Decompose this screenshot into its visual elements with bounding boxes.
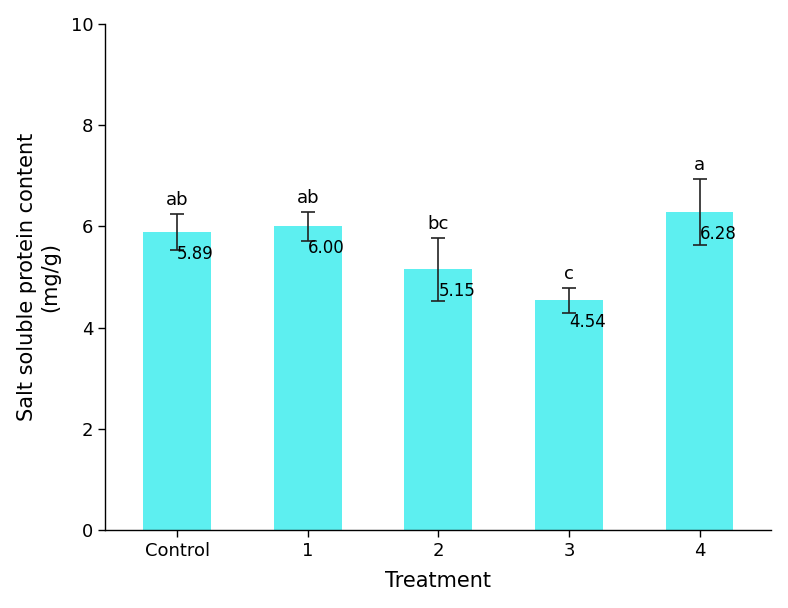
Text: bc: bc xyxy=(428,215,449,233)
Bar xyxy=(143,232,211,530)
Y-axis label: Salt soluble protein content
(mg/g): Salt soluble protein content (mg/g) xyxy=(17,133,60,421)
X-axis label: Treatment: Treatment xyxy=(385,572,492,592)
Text: c: c xyxy=(564,264,574,283)
Bar xyxy=(535,300,603,530)
Bar xyxy=(404,269,472,530)
Text: ab: ab xyxy=(296,189,319,207)
Text: 6.28: 6.28 xyxy=(700,225,737,243)
Text: 6.00: 6.00 xyxy=(308,239,344,257)
Bar xyxy=(274,226,342,530)
Bar xyxy=(666,212,734,530)
Text: 4.54: 4.54 xyxy=(569,313,606,331)
Text: 5.89: 5.89 xyxy=(177,244,214,263)
Text: a: a xyxy=(694,156,705,174)
Text: 5.15: 5.15 xyxy=(438,282,475,300)
Text: ab: ab xyxy=(166,191,188,209)
